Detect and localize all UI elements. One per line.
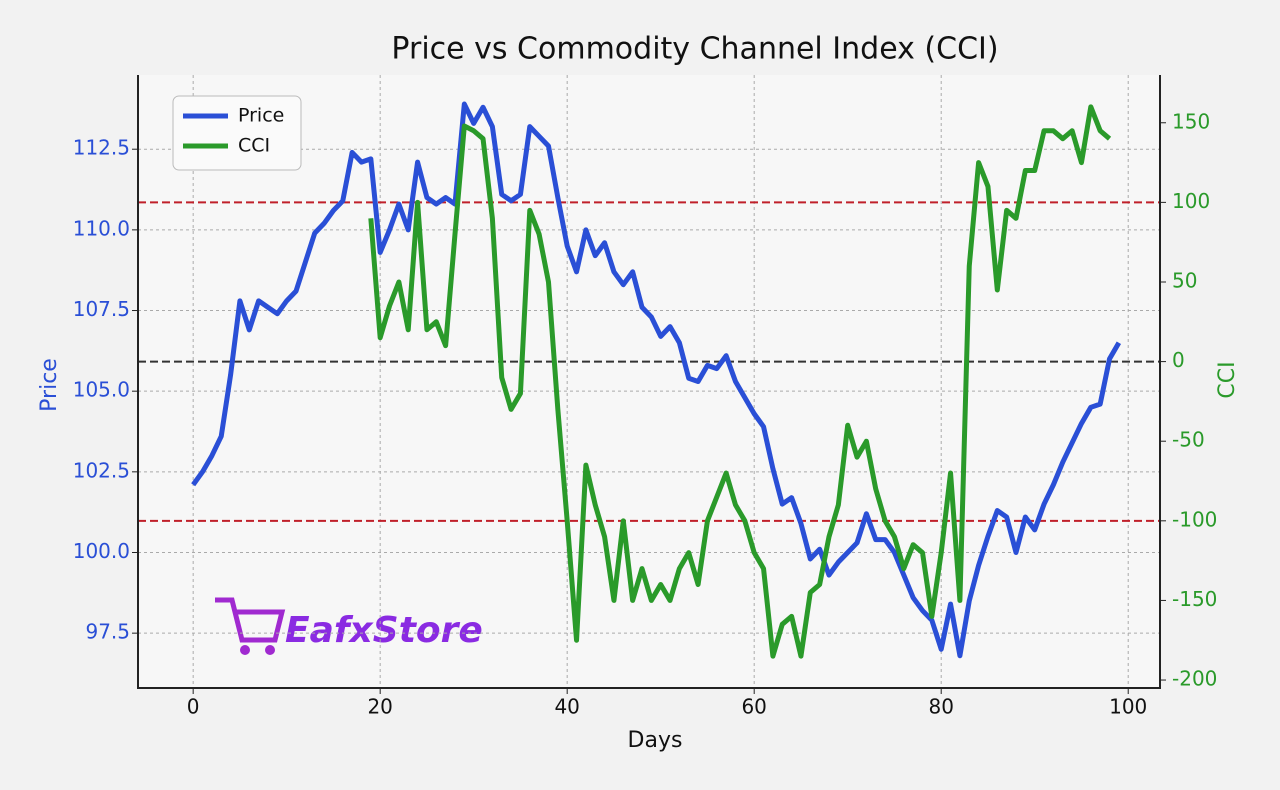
y-tick-label: 100.0 <box>73 539 130 563</box>
legend-label: CCI <box>238 135 270 157</box>
axes-frame <box>137 75 1161 689</box>
x-tick-label: 80 <box>928 695 953 719</box>
y-tick-label: 102.5 <box>73 458 130 482</box>
y2-tick-label: 0 <box>1172 348 1185 372</box>
x-tick-label: 100 <box>1109 695 1147 719</box>
y-tick-label: 110.0 <box>73 216 130 240</box>
legend-label: Price <box>238 105 284 127</box>
x-tick-label: 20 <box>367 695 392 719</box>
watermark-logo: EafxStore <box>215 597 483 655</box>
y2-tick-label: -150 <box>1172 587 1217 611</box>
chart-title: Price vs Commodity Channel Index (CCI) <box>391 32 998 67</box>
x-tick-label: 0 <box>187 695 200 719</box>
y-tick-label: 107.5 <box>73 297 130 321</box>
y2-tick-label: -100 <box>1172 507 1217 531</box>
y-tick-label: 97.5 <box>85 620 130 644</box>
y2-tick-label: -200 <box>1172 667 1217 691</box>
y2-axis-label: CCI <box>1215 361 1240 398</box>
series-line <box>191 101 1122 659</box>
x-axis-label: Days <box>628 728 683 753</box>
watermark: EafxStore <box>285 610 483 651</box>
y-tick-label: 112.5 <box>73 136 130 160</box>
y-axis-label: Price <box>37 358 62 412</box>
x-tick-label: 60 <box>741 695 766 719</box>
y2-tick-label: 100 <box>1172 189 1210 213</box>
x-tick-label: 40 <box>554 695 579 719</box>
legend: Price CCI <box>172 95 302 171</box>
y2-tick-label: 50 <box>1172 268 1197 292</box>
y2-tick-label: -50 <box>1172 428 1205 452</box>
y-tick-label: 105.0 <box>73 378 130 402</box>
series-line <box>368 104 1112 659</box>
y2-tick-label: 150 <box>1172 109 1210 133</box>
